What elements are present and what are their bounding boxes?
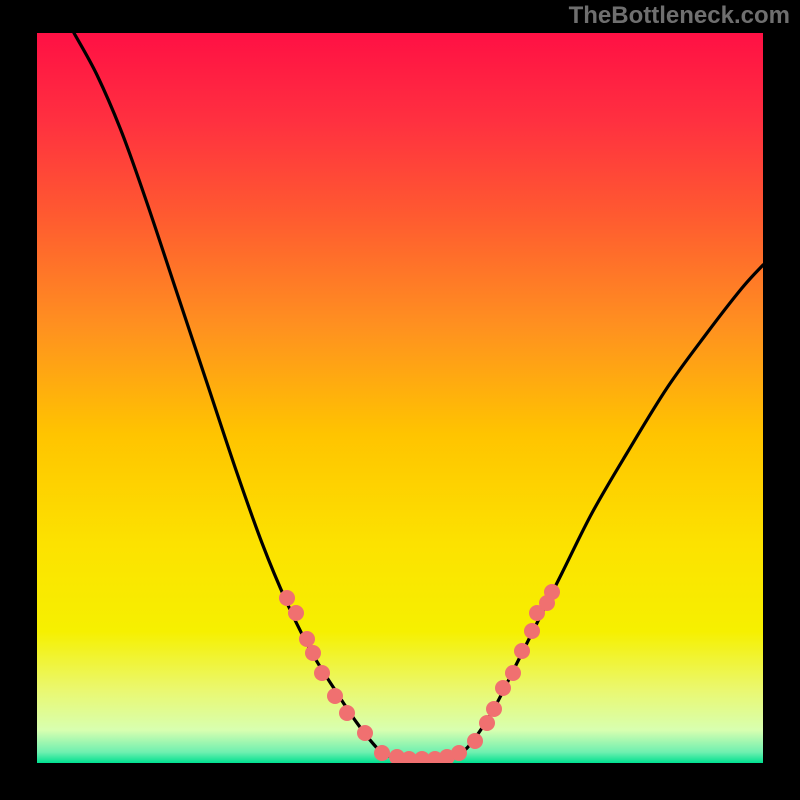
data-marker — [495, 680, 511, 696]
data-marker — [505, 665, 521, 681]
data-marker — [427, 751, 443, 763]
data-marker — [279, 590, 295, 606]
chart-svg — [37, 33, 763, 763]
data-marker — [514, 643, 530, 659]
data-marker — [299, 631, 315, 647]
data-marker — [288, 605, 304, 621]
data-marker — [327, 688, 343, 704]
data-marker — [539, 595, 555, 611]
data-marker — [357, 725, 373, 741]
data-marker — [479, 715, 495, 731]
data-marker — [374, 745, 390, 761]
gradient-background — [37, 33, 763, 763]
data-marker — [439, 749, 455, 763]
chart-frame: TheBottleneck.com — [0, 0, 800, 800]
data-marker — [389, 749, 405, 763]
data-marker — [486, 701, 502, 717]
data-marker — [314, 665, 330, 681]
data-marker — [529, 605, 545, 621]
data-marker — [401, 751, 417, 763]
data-marker — [544, 584, 560, 600]
data-marker — [451, 745, 467, 761]
data-marker — [467, 733, 483, 749]
data-marker — [524, 623, 540, 639]
v-curve — [74, 33, 763, 761]
data-marker — [414, 751, 430, 763]
data-marker — [305, 645, 321, 661]
plot-area — [37, 33, 763, 763]
data-marker — [339, 705, 355, 721]
watermark-text: TheBottleneck.com — [569, 2, 790, 30]
